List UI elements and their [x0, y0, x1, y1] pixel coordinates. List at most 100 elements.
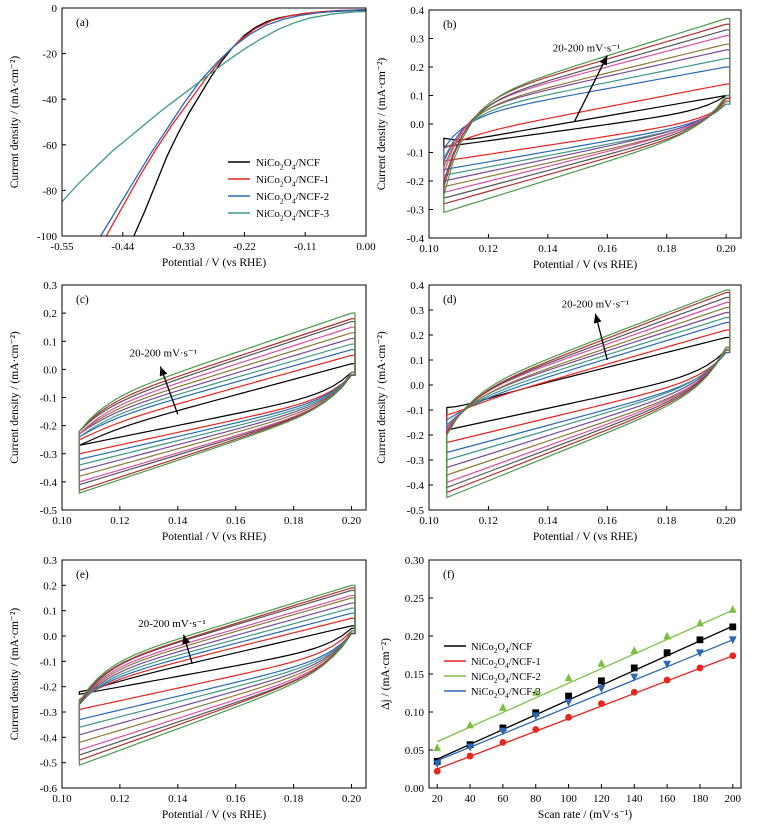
data-point	[565, 692, 572, 700]
y-tick-label: -0.6	[40, 783, 58, 795]
y-tick-label: -0.3	[407, 455, 425, 467]
cv-loop-160	[78, 320, 356, 486]
y-tick-label: -0.5	[407, 505, 425, 517]
data-point	[728, 605, 737, 613]
legend-entry: NiCo2O4/NCF	[256, 157, 320, 171]
data-point	[728, 636, 737, 645]
x-tick-label: 0.12	[479, 515, 498, 527]
panel-0-frame	[61, 7, 367, 237]
panel-4-axes: 0.10 0.12 0.14 0.16 0.18 0.20 -0.6 -0.5 -0.4 -0.3…	[9, 555, 362, 821]
arrow-head	[599, 55, 608, 66]
annotation-text: 20-200 mV·s⁻¹	[130, 348, 197, 360]
y-tick-label: -0.2	[407, 176, 424, 188]
data-point	[663, 649, 671, 657]
cv-loops	[446, 289, 731, 499]
cv-loop-200	[78, 584, 356, 767]
data-point	[597, 658, 606, 667]
data-point	[663, 660, 672, 669]
data-point	[564, 698, 573, 707]
x-tick-label: 140	[626, 793, 643, 805]
y-tick-label: 0.2	[43, 308, 57, 320]
scan-rate-annotation: 20-200 mV·s⁻¹	[138, 618, 206, 665]
panel-4-frame	[61, 559, 367, 789]
cv-loops	[78, 584, 356, 767]
data-point	[498, 727, 507, 736]
panel-label: (a)	[76, 17, 89, 29]
legend-entry: NiCo2O4/NCF-3	[256, 208, 330, 222]
panel-2-frame	[61, 284, 367, 511]
cv-loop-80	[443, 57, 731, 177]
data-point	[531, 712, 540, 721]
cv-loop-180	[443, 23, 731, 205]
data-point	[433, 767, 441, 775]
panel-3-frame	[428, 284, 742, 511]
cv-loop-160	[78, 589, 356, 756]
y-axis-label: Current density / (mA·cm⁻²)	[9, 331, 21, 464]
legend-entry: NiCo2O4/NCF-2	[471, 672, 541, 685]
y-tick-label: -20	[42, 49, 57, 61]
panel-1-frame	[428, 9, 742, 239]
x-tick-label: 160	[659, 793, 676, 805]
x-tick-label: 100	[560, 793, 577, 805]
y-tick-label: -0.1	[407, 148, 424, 160]
y-tick-label: 0	[52, 3, 58, 15]
data-point	[532, 726, 540, 733]
annotation-text: 20-200 mV·s⁻¹	[138, 618, 205, 630]
y-tick-label: 0.2	[410, 330, 424, 342]
y-tick-label: 0.1	[43, 606, 57, 618]
y-tick-label: 0.1	[410, 355, 424, 367]
series-line-0	[133, 9, 366, 236]
cv-loop-160	[443, 29, 731, 199]
x-axis-label: Potential / V (vs RHE)	[162, 257, 267, 269]
data-point	[499, 739, 507, 746]
cv-loop-200	[443, 17, 731, 214]
x-tick-label: 0.18	[284, 515, 304, 527]
x-tick-label: 0.14	[538, 243, 558, 255]
y-tick-label: 0.15	[405, 669, 425, 681]
y-tick-label: -0.1	[40, 393, 57, 405]
y-tick-label: 0.1	[410, 91, 424, 103]
data-point	[598, 700, 605, 708]
cv-loops	[443, 17, 731, 214]
y-tick-label: -0.3	[40, 707, 58, 719]
y-tick-label: -0.1	[40, 656, 57, 668]
annotation-text: 20-200 mV·s⁻¹	[562, 299, 629, 311]
fit-line-2	[436, 609, 734, 743]
x-tick-label: 0.20	[342, 515, 362, 527]
x-tick-label: 0.20	[342, 793, 362, 805]
y-tick-label: 0.3	[43, 280, 57, 292]
x-tick-label: 60	[497, 793, 509, 805]
x-tick-label: 20	[432, 793, 444, 805]
y-tick-label: 0.00	[405, 783, 425, 795]
y-tick-label: 0.30	[405, 555, 425, 567]
x-tick-label: 0.18	[657, 515, 677, 527]
x-tick-label: 0.18	[284, 793, 304, 805]
y-tick-label: -0.1	[407, 405, 424, 417]
panel-1-axes: 0.10 0.12 0.14 0.16 0.18 0.20 -0.4 -0.3 -0.2 -0.1…	[376, 5, 736, 271]
y-tick-label: 0.4	[410, 5, 424, 17]
y-tick-label: 0.3	[410, 34, 424, 46]
y-tick-label: -0.5	[40, 505, 58, 517]
data-point	[498, 703, 507, 711]
data-point	[663, 676, 671, 684]
legend: NiCo2O4/NCF NiCo2O4/NCF-1 NiCo2O4/NCF-2 NiC…	[444, 642, 541, 700]
data-point	[696, 618, 704, 627]
x-tick-label: 0.16	[598, 515, 618, 527]
y-tick-label: 0.0	[43, 631, 57, 643]
scan-rate-annotation: 20-200 mV·s⁻¹	[562, 299, 629, 361]
panel-3-axes: 0.10 0.12 0.14 0.16 0.18 0.20 -0.5 -0.4 -0.3 -0.2…	[376, 280, 736, 543]
y-tick-label: 0.2	[43, 580, 57, 592]
x-tick-label: -0.44	[111, 241, 134, 253]
y-tick-label: -0.4	[40, 477, 58, 489]
y-tick-label: 0.4	[410, 280, 424, 292]
data-point	[630, 673, 639, 682]
x-tick-label: 0.10	[419, 243, 439, 255]
data-point	[630, 688, 638, 696]
arrow-head	[159, 366, 168, 377]
arrow-head	[593, 313, 602, 324]
x-axis-label: Potential / V (vs RHE)	[162, 809, 267, 821]
data-point	[729, 623, 737, 631]
y-tick-label: -0.5	[40, 758, 58, 770]
arrow-head	[182, 634, 191, 645]
data-point	[466, 743, 474, 752]
